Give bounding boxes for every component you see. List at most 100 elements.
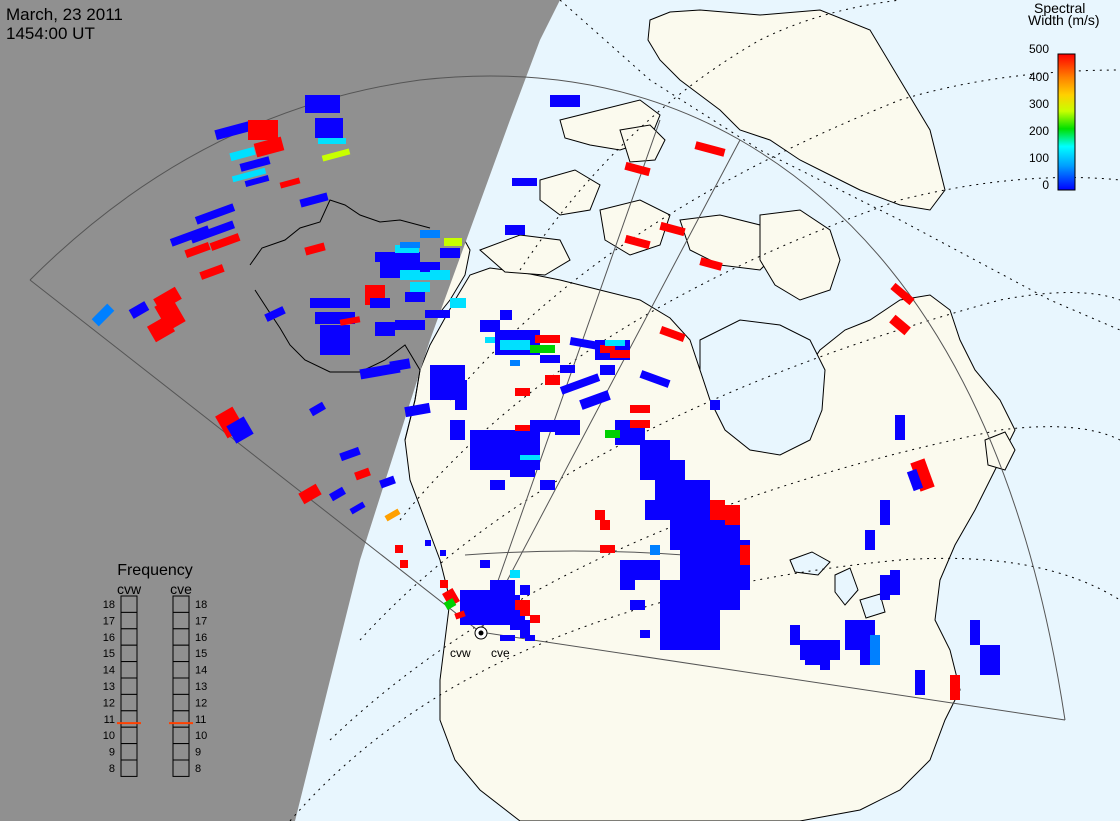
- scatter-cell: [298, 483, 322, 505]
- scatter-cell: [450, 420, 465, 440]
- scatter-cell: [915, 670, 925, 695]
- scatter-cell: [555, 420, 580, 435]
- colorbar-tick-500: 500: [1029, 42, 1049, 56]
- scatter-cell: [630, 600, 645, 610]
- frequency-level-label: 11: [195, 714, 206, 726]
- frequency-level-label: 15: [195, 648, 207, 660]
- scatter-cell: [624, 234, 651, 250]
- scatter-cell: [349, 501, 366, 515]
- scatter-cell: [199, 264, 225, 280]
- scatter-cell: [231, 167, 267, 183]
- scatter-cell: [400, 270, 430, 280]
- map-time: 1454:00 UT: [6, 24, 95, 43]
- scatter-cell: [315, 118, 343, 138]
- scatter-cell: [890, 570, 900, 595]
- frequency-cell: [120, 743, 138, 761]
- scatter-cell: [624, 161, 651, 177]
- scatter-cell: [550, 95, 580, 107]
- scatter-cell: [500, 635, 515, 641]
- scatter-cells: [91, 95, 1000, 700]
- colorbar-tick-400: 400: [1029, 70, 1049, 84]
- scatter-cell: [605, 430, 620, 438]
- scatter-cell: [244, 174, 270, 188]
- arctic-island-6: [619, 124, 666, 163]
- scatter-cell: [520, 630, 530, 638]
- frequency-level-label: 17: [103, 615, 115, 627]
- scatter-cell: [354, 467, 371, 481]
- frequency-panel: Frequency cvw cve 18 17 16 15 14 13 12 11 10 9 8 18…: [103, 562, 207, 777]
- scatter-cell: [525, 635, 535, 641]
- scatter-cell: [980, 645, 990, 675]
- scatter-cell: [870, 635, 880, 665]
- scatter-cell: [880, 575, 890, 600]
- frequency-cell: [120, 710, 138, 728]
- scatter-cell: [405, 292, 425, 302]
- scatter-cell: [395, 245, 419, 253]
- scatter-cell: [189, 220, 236, 244]
- scatter-cell: [510, 360, 520, 366]
- scatter-cell: [660, 620, 675, 630]
- scatter-cell: [515, 600, 530, 610]
- frequency-cell: [120, 661, 138, 679]
- scatter-cell: [790, 625, 800, 645]
- scatter-cell: [304, 242, 326, 256]
- alaska-south-coast: [254, 289, 421, 441]
- scatter-cell: [442, 588, 460, 607]
- scatter-cell: [600, 520, 610, 530]
- scatter-cell: [710, 500, 725, 520]
- frequency-level-label: 15: [103, 648, 115, 660]
- scatter-cell: [305, 95, 340, 113]
- scatter-cell: [379, 475, 396, 489]
- frequency-level-label: 16: [103, 632, 115, 644]
- map-date: March, 23 2011: [6, 5, 123, 24]
- frequency-cell: [120, 644, 138, 663]
- radar-site-marker: [474, 626, 488, 640]
- great-lakes: [789, 551, 886, 619]
- scatter-cell: [400, 560, 408, 568]
- scatter-cell: [470, 600, 500, 625]
- scatter-cell: [659, 221, 686, 237]
- scatter-cell: [440, 550, 446, 556]
- scatter-cell: [214, 119, 256, 141]
- scatter-cell: [279, 177, 301, 189]
- scatter-cell: [450, 298, 466, 308]
- scatter-cell: [310, 298, 350, 308]
- scatter-cell: [639, 370, 671, 388]
- scatter-cell: [600, 345, 615, 353]
- radar-site-label-cvw: cvw: [450, 646, 471, 660]
- scatter-cell: [425, 310, 450, 318]
- scatter-cell: [845, 620, 860, 650]
- frequency-cell: [172, 710, 190, 728]
- frequency-level-label: 14: [195, 665, 207, 677]
- scatter-cell: [530, 420, 560, 432]
- alaska-coastline: [249, 199, 431, 266]
- frequency-cell: [172, 693, 190, 712]
- scatter-cell: [560, 365, 575, 373]
- scatter-cell: [880, 500, 890, 525]
- scatter-cell: [610, 350, 630, 358]
- scatter-cell: [950, 675, 960, 700]
- arctic-island-2: [539, 169, 601, 216]
- scatter-cell: [480, 560, 490, 568]
- scatter-cell: [500, 340, 530, 350]
- scatter-cell: [264, 306, 286, 322]
- scatter-cell: [389, 358, 411, 372]
- frequency-level-label: 8: [109, 763, 115, 775]
- scatter-cell: [710, 400, 720, 410]
- scatter-cell: [740, 545, 750, 565]
- scatter-cell: [620, 560, 640, 580]
- frequency-radar-cvw: cvw: [117, 581, 142, 597]
- scatter-cell: [545, 375, 560, 385]
- scatter-cell: [500, 310, 512, 320]
- scatter-cell: [309, 401, 326, 417]
- scatter-cell: [540, 355, 560, 363]
- scatter-cell: [605, 340, 625, 346]
- scatter-cell: [454, 610, 466, 620]
- scatter-cell: [440, 580, 448, 588]
- colorbar: 500 400 300 200 100 0: [1029, 42, 1076, 192]
- colorbar-tick-200: 200: [1029, 124, 1049, 138]
- scatter-cell: [820, 650, 830, 670]
- frequency-cell: [120, 595, 138, 613]
